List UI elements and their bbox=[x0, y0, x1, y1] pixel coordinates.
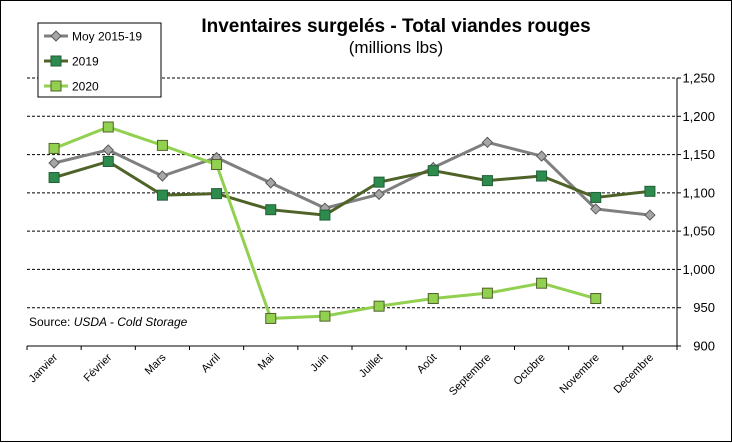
series-0 bbox=[48, 136, 656, 221]
source-prefix: Source: bbox=[29, 315, 74, 329]
data-point bbox=[481, 287, 493, 299]
y-tick-label: 950 bbox=[693, 300, 715, 315]
legend-marker bbox=[50, 30, 62, 42]
y-tick-label: 900 bbox=[693, 339, 715, 354]
axes bbox=[26, 77, 681, 350]
data-point bbox=[211, 188, 223, 200]
series-1 bbox=[48, 155, 656, 221]
y-tick-label: 1,100 bbox=[682, 185, 715, 200]
legend: Moy 2015-19 2019 2020 bbox=[37, 22, 162, 98]
data-point bbox=[319, 209, 331, 221]
data-point bbox=[102, 121, 114, 133]
data-point bbox=[373, 188, 385, 201]
x-tick-label: Juin bbox=[308, 352, 331, 375]
x-tick-label: Octobre bbox=[512, 352, 548, 388]
tick-labels: 900 950 1,000 1,050 1,100 1,150 1,200 1,250 Janv… bbox=[27, 71, 715, 399]
data-point bbox=[535, 150, 548, 162]
gridlines bbox=[27, 77, 677, 309]
x-tick-label: Janvier bbox=[27, 351, 61, 385]
x-tick-label: Août bbox=[415, 352, 439, 376]
data-point bbox=[373, 300, 385, 312]
data-point bbox=[644, 209, 656, 221]
series-line bbox=[53, 140, 651, 217]
series-line bbox=[53, 125, 597, 320]
x-tick-label: Juillet bbox=[357, 352, 385, 380]
data-point bbox=[481, 136, 494, 149]
chart-title: Inventaires surgelés - Total viandes rou… bbox=[201, 16, 590, 37]
y-tick-label: 1,250 bbox=[682, 71, 715, 86]
data-point bbox=[373, 176, 385, 188]
data-point bbox=[265, 204, 277, 216]
legend-label: Moy 2015-19 bbox=[72, 30, 142, 44]
data-point bbox=[481, 175, 493, 187]
data-point bbox=[265, 177, 277, 189]
data-point bbox=[48, 172, 60, 184]
legend-entry: 2020 bbox=[44, 80, 99, 94]
data-point bbox=[102, 155, 114, 167]
data-point bbox=[319, 310, 331, 322]
legend-marker bbox=[50, 80, 62, 92]
data-point bbox=[536, 170, 548, 182]
legend-label: 2019 bbox=[72, 55, 99, 69]
data-point bbox=[590, 203, 602, 215]
x-tick-label: Decembre bbox=[612, 352, 656, 396]
y-tick-label: 1,200 bbox=[682, 109, 715, 124]
x-tick-label: Mai bbox=[256, 352, 277, 373]
data-point bbox=[590, 293, 602, 305]
data-point bbox=[156, 139, 168, 151]
data-point bbox=[265, 312, 277, 324]
x-tick-label: Février bbox=[82, 351, 115, 384]
legend-entry: Moy 2015-19 bbox=[44, 30, 142, 44]
data-point bbox=[211, 159, 223, 171]
data-point bbox=[156, 170, 169, 182]
y-tick-label: 1,000 bbox=[682, 262, 715, 277]
data-point bbox=[48, 157, 60, 169]
y-tick-label: 1,150 bbox=[682, 147, 715, 162]
x-tick-label: Novembre bbox=[558, 352, 602, 396]
data-point bbox=[590, 191, 602, 203]
data-point bbox=[536, 277, 548, 289]
series-line bbox=[53, 159, 651, 217]
y-tick-label: 1,050 bbox=[682, 224, 715, 239]
data-point bbox=[644, 185, 656, 197]
data-point bbox=[156, 189, 168, 201]
data-point bbox=[102, 144, 114, 156]
legend-marker bbox=[50, 55, 62, 67]
data-point bbox=[427, 165, 439, 177]
source-note: Source: USDA - Cold Storage bbox=[29, 315, 188, 329]
chart-subtitle: (millions lbs) bbox=[349, 38, 443, 57]
legend-entry: 2019 bbox=[44, 55, 99, 69]
legend-label: 2020 bbox=[72, 80, 99, 94]
data-point bbox=[427, 293, 439, 305]
x-tick-label: Avril bbox=[199, 352, 222, 375]
source-name: USDA - Cold Storage bbox=[74, 315, 188, 329]
x-tick-label: Septembre bbox=[447, 352, 494, 399]
data-point bbox=[48, 142, 60, 154]
x-tick-label: Mars bbox=[143, 351, 169, 377]
series-2 bbox=[48, 121, 602, 324]
series-group bbox=[48, 121, 656, 324]
